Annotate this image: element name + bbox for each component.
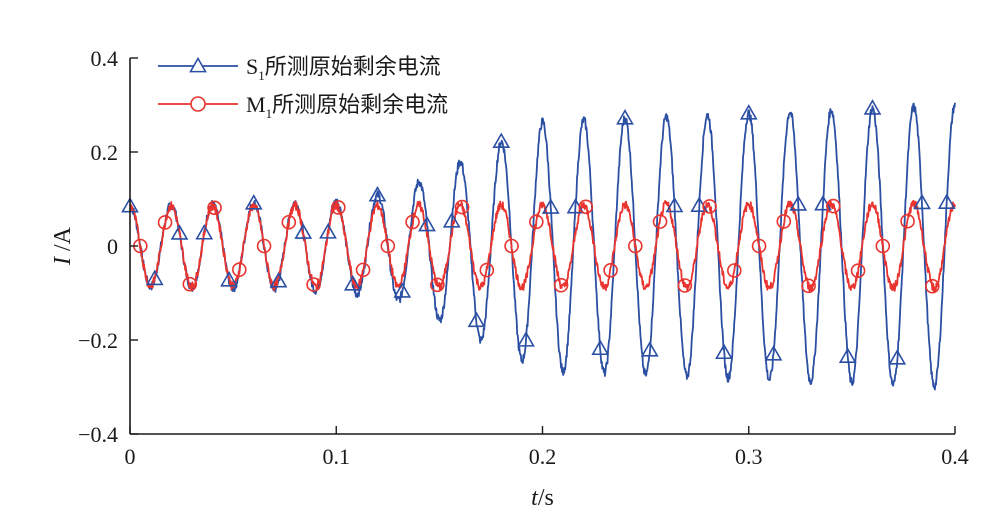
series-2-marker-27	[776, 214, 792, 229]
series-2-marker-3	[182, 276, 198, 292]
series-2-marker-28	[801, 278, 816, 294]
series-1-marker-12	[393, 282, 412, 298]
series-2-marker-12	[405, 214, 420, 230]
series-1-marker-28	[789, 195, 808, 211]
series-2-marker-6	[256, 238, 272, 254]
series-2-marker-29	[826, 198, 841, 214]
legend-marker-circle	[190, 96, 206, 112]
series-1-marker-33	[913, 193, 931, 210]
series-2-marker-24	[702, 199, 717, 214]
legend-label-main: S	[246, 54, 258, 79]
legend-label-text: 所测原始剩余电流	[265, 54, 441, 79]
series-line-2	[129, 199, 956, 293]
series-2-marker-16	[504, 238, 519, 254]
x-tick-label: 0.4	[941, 444, 969, 469]
legend-label-main: M	[246, 92, 266, 117]
series-1-marker-30	[838, 347, 857, 364]
series-2-marker-31	[875, 238, 891, 254]
x-axis-title-unit: /s	[538, 485, 554, 511]
series-2-marker-11	[380, 238, 396, 254]
series-1-marker-10	[343, 275, 362, 291]
y-tick-label: 0.2	[91, 140, 119, 165]
series-2-marker-22	[652, 214, 668, 229]
series-2-marker-5	[232, 262, 247, 277]
series-1-marker-32	[888, 349, 907, 365]
series-1-marker-25	[715, 343, 733, 360]
axes	[129, 57, 956, 435]
series-2-marker-33	[925, 278, 940, 294]
plot-markers	[121, 99, 956, 365]
y-axis-title: I /A	[50, 226, 76, 266]
series-1-marker-31	[863, 99, 882, 115]
series-2-marker-21	[628, 238, 643, 254]
x-tick-label: 0.3	[735, 444, 763, 469]
series-2-marker-13	[430, 277, 445, 293]
legend-label-subscript: 1	[258, 68, 265, 83]
x-tick-label: 0	[125, 444, 136, 469]
series-1-marker-11	[368, 185, 387, 202]
series-1-marker-9	[319, 223, 337, 239]
series-1-marker-26	[739, 104, 758, 120]
series-1-marker-21	[616, 109, 634, 125]
series-1-marker-34	[937, 193, 956, 209]
series-1-marker-22	[640, 341, 659, 357]
legend-label-text: 所测原始剩余电流	[272, 92, 448, 117]
series-2-marker-19	[578, 199, 594, 215]
series-1-marker-8	[294, 223, 313, 239]
series-1-marker-14	[442, 212, 461, 228]
series-1-marker-23	[665, 196, 684, 213]
y-tick-label: 0	[107, 234, 118, 259]
series-2-marker-10	[355, 262, 371, 278]
x-axis-title-italic: t	[531, 485, 539, 511]
series-2-marker-26	[751, 238, 767, 254]
series-2-marker-2	[157, 215, 173, 230]
series-2-marker-9	[331, 200, 346, 215]
series-1-marker-4	[195, 224, 214, 240]
x-axis-title: t/s	[531, 485, 554, 511]
x-tick-label: 0.2	[529, 444, 557, 469]
series-1-marker-6	[244, 194, 263, 210]
series-1-marker-17	[517, 331, 535, 347]
series-1-marker-18	[541, 198, 560, 214]
series-2-marker-30	[850, 263, 866, 279]
series-1-marker-16	[492, 132, 511, 149]
y-tick-label: 0.4	[91, 46, 119, 71]
series-2-marker-18	[553, 277, 569, 293]
series-1-marker-7	[269, 271, 288, 288]
series-1-marker-27	[764, 345, 783, 361]
series-1-marker-15	[467, 311, 486, 328]
series-2-marker-8	[306, 277, 321, 292]
legend-label-2: M1所测原始剩余电流	[246, 92, 448, 121]
series-2-marker-15	[479, 262, 495, 278]
y-axis-title-italic: I	[50, 256, 76, 266]
series-1-marker-3	[170, 224, 189, 240]
series-2-marker-14	[454, 199, 470, 215]
series-line-1	[129, 102, 956, 391]
series-1-marker-13	[418, 215, 436, 232]
series-2-marker-25	[727, 263, 742, 278]
y-tick-label: −0.4	[78, 422, 118, 447]
series-1-marker-20	[591, 339, 610, 356]
series-1-marker-2	[145, 269, 164, 286]
legend-marker-triangle	[189, 56, 207, 73]
series-2-marker-23	[677, 278, 693, 293]
y-tick-label: −0.2	[78, 328, 118, 353]
axis-titles: t/s I /A	[50, 226, 554, 511]
legend-label-1: S1所测原始剩余电流	[246, 54, 441, 83]
x-tick-label: 0.1	[323, 444, 351, 469]
series-1-marker-5	[220, 271, 238, 287]
series-2-marker-20	[603, 262, 618, 278]
y-axis-title-unit: /A	[50, 226, 76, 257]
tick-labels: 0 0.1 0.2 0.3 0.4 0.4 0.2 0 −0.2 −0.4	[78, 46, 969, 469]
series-2-marker-32	[900, 213, 915, 229]
legend-label-subscript: 1	[266, 106, 273, 121]
plot-lines	[129, 102, 956, 391]
series-2-marker-7	[281, 214, 297, 230]
series-2-marker-4	[207, 200, 222, 216]
series-2-marker-17	[529, 214, 544, 230]
